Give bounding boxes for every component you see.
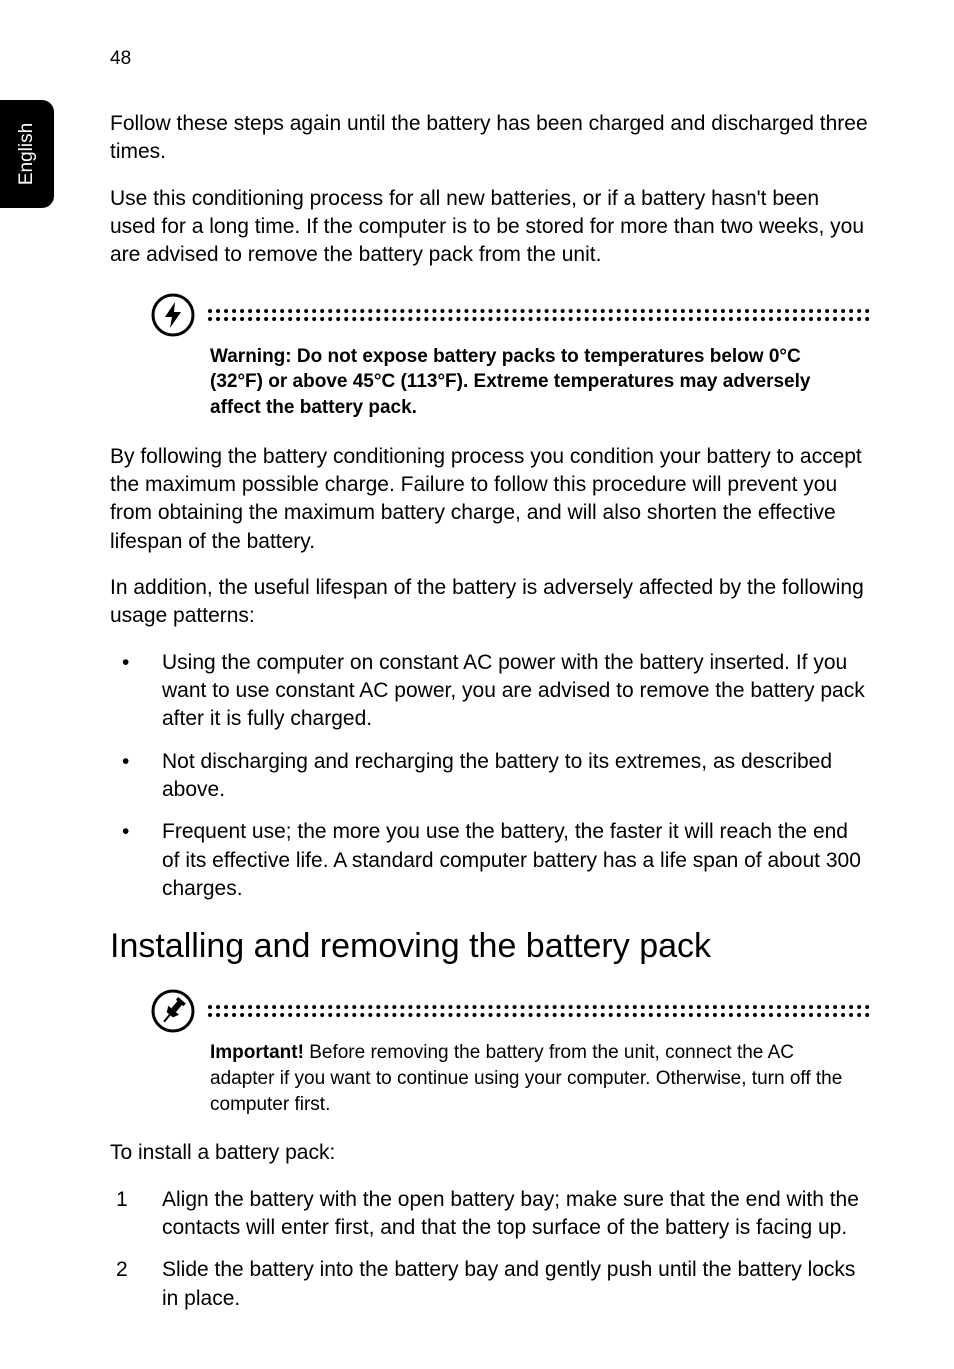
- section-heading: Installing and removing the battery pack: [110, 927, 870, 966]
- dotted-separator: [208, 1005, 870, 1017]
- paragraph: In addition, the useful lifespan of the …: [110, 574, 870, 631]
- language-tab: English: [0, 100, 54, 208]
- list-item: Using the computer on constant AC power …: [110, 649, 870, 734]
- lightning-icon: [150, 292, 196, 338]
- pin-icon: [150, 988, 196, 1034]
- paragraph: Use this conditioning process for all ne…: [110, 185, 870, 270]
- important-label: Important!: [210, 1042, 304, 1063]
- paragraph: To install a battery pack:: [110, 1139, 870, 1167]
- bullet-list: Using the computer on constant AC power …: [110, 649, 870, 904]
- important-body: Before removing the battery from the uni…: [210, 1042, 842, 1114]
- paragraph: Follow these steps again until the batte…: [110, 110, 870, 167]
- list-item: Slide the battery into the battery bay a…: [110, 1256, 870, 1313]
- list-item: Align the battery with the open battery …: [110, 1186, 870, 1243]
- list-item: Not discharging and recharging the batte…: [110, 748, 870, 805]
- list-item: Frequent use; the more you use the batte…: [110, 818, 870, 903]
- language-tab-label: English: [16, 123, 38, 185]
- paragraph: By following the battery conditioning pr…: [110, 443, 870, 556]
- note-header-row: [150, 988, 870, 1034]
- page-number: 48: [110, 48, 131, 70]
- important-note: Important! Before removing the battery f…: [110, 988, 870, 1117]
- page-content: Follow these steps again until the batte…: [110, 110, 870, 1327]
- dotted-separator: [208, 309, 870, 321]
- note-header-row: [150, 292, 870, 338]
- warning-text: Warning: Do not expose battery packs to …: [210, 344, 850, 421]
- numbered-list: Align the battery with the open battery …: [110, 1186, 870, 1313]
- important-text: Important! Before removing the battery f…: [210, 1040, 850, 1117]
- warning-note: Warning: Do not expose battery packs to …: [110, 292, 870, 421]
